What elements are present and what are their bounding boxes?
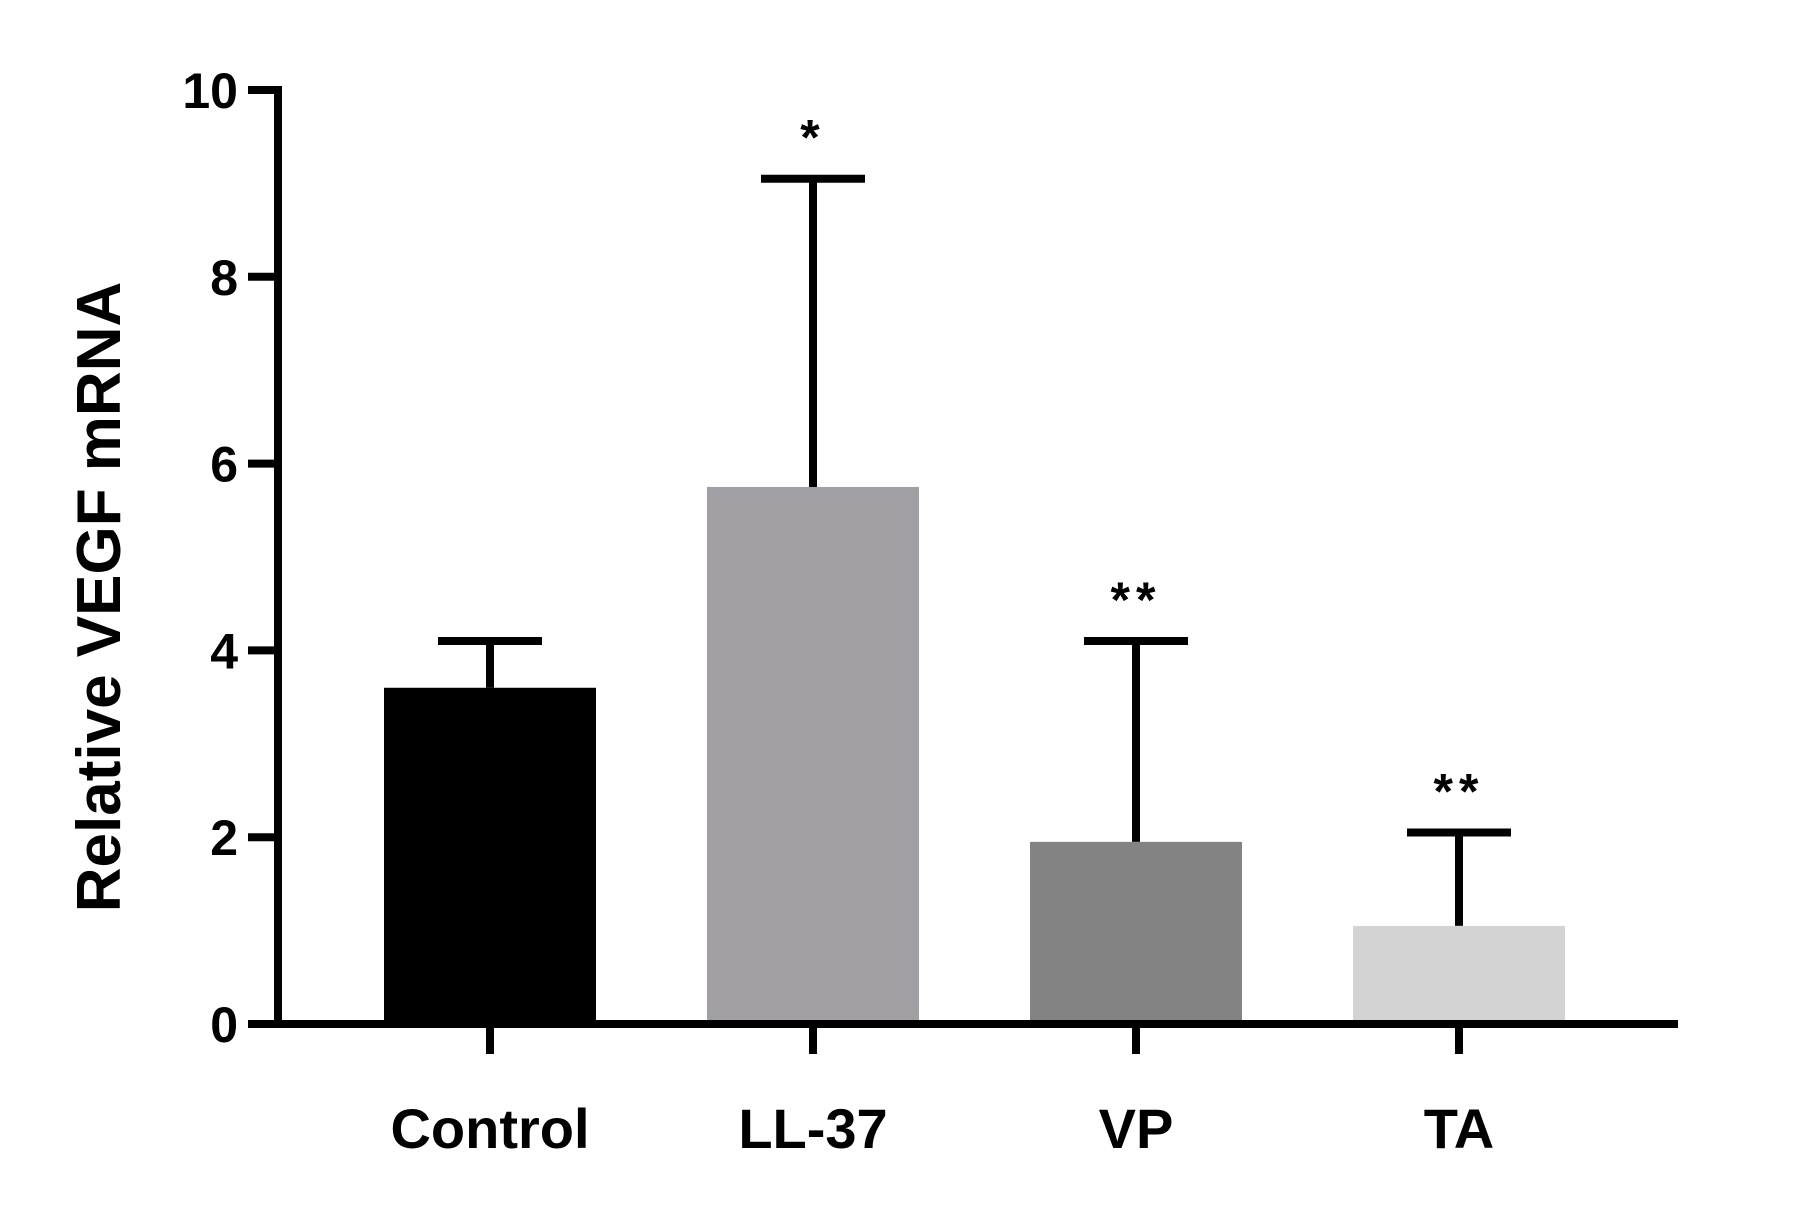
significance-marker-ll-37: * [800, 110, 825, 166]
y-axis-title: Relative VEGF mRNA [65, 282, 134, 913]
y-tick-label: 0 [210, 997, 238, 1053]
y-tick-label: 6 [210, 437, 238, 493]
bar-vp [1030, 841, 1242, 1024]
y-tick-label: 4 [210, 623, 238, 679]
labels-layer: 0 2 4 6 8 10 Control LL-37 * VP ** TA ** [182, 63, 1494, 1160]
x-tick-label-ta: TA [1424, 1097, 1495, 1160]
y-tick-label: 2 [210, 810, 238, 866]
bar-ll-37 [707, 486, 919, 1024]
x-tick-label-ll-37: LL-37 [738, 1097, 887, 1160]
bar-ta [1353, 925, 1565, 1024]
significance-marker-vp: ** [1111, 572, 1162, 628]
bars-layer [384, 174, 1565, 1024]
bar-control [384, 687, 596, 1024]
axes-layer [274, 86, 1678, 1028]
ticks-layer [248, 86, 1463, 1054]
y-tick-label: 8 [210, 250, 238, 306]
x-tick-label-control: Control [390, 1097, 589, 1160]
y-tick-label: 10 [182, 63, 238, 119]
x-tick-label-vp: VP [1099, 1097, 1174, 1160]
significance-marker-ta: ** [1434, 764, 1485, 820]
